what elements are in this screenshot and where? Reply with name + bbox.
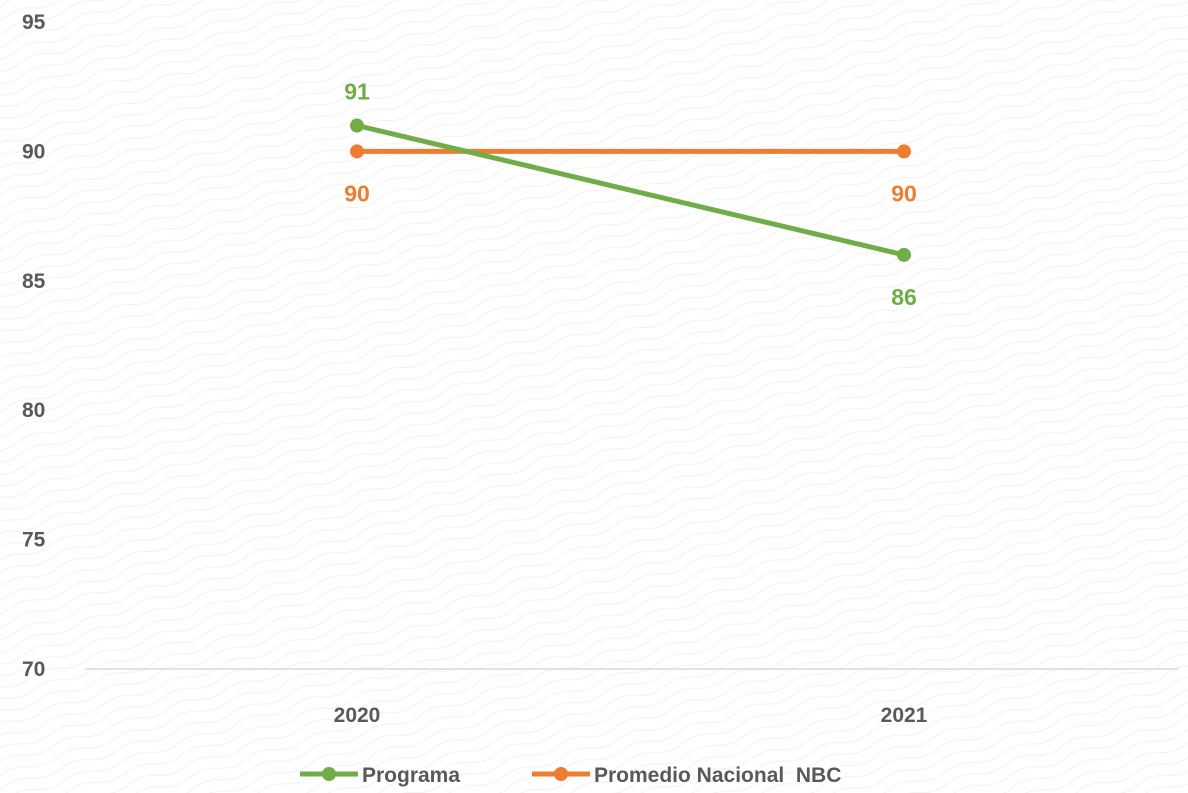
legend-swatch-marker [322, 767, 336, 781]
x-tick-label: 2021 [881, 704, 928, 727]
legend-swatch-marker [554, 767, 568, 781]
legend-label: Programa [362, 764, 460, 787]
y-tick-label: 95 [22, 11, 46, 34]
x-tick-label: 2020 [334, 704, 381, 727]
y-tick-label: 80 [22, 399, 45, 422]
legend-label: Promedio Nacional NBC [594, 764, 841, 787]
y-axis-ticks: 70 75 80 85 90 95 [22, 11, 46, 681]
legend-item: Promedio Nacional NBC [532, 764, 841, 787]
x-axis-ticks: 2020 2021 [334, 704, 928, 727]
data-point [897, 144, 911, 159]
data-label: 91 [344, 79, 370, 105]
series-promedio-nacional: 90 90 [344, 144, 917, 206]
data-label: 90 [891, 180, 917, 206]
data-point [897, 247, 911, 262]
series-programa: 91 86 [344, 79, 917, 310]
y-tick-label: 85 [22, 270, 46, 293]
series-line [354, 123, 907, 258]
data-point [350, 144, 364, 159]
legend: Programa Promedio Nacional NBC [300, 764, 841, 787]
data-label: 86 [891, 284, 917, 310]
series-layer: 90 90 91 86 [344, 79, 917, 310]
y-tick-label: 90 [22, 140, 45, 163]
legend-item: Programa [300, 764, 460, 787]
y-tick-label: 75 [22, 529, 46, 552]
y-tick-label: 70 [22, 658, 45, 681]
data-point [350, 118, 364, 133]
data-label: 90 [344, 180, 370, 206]
